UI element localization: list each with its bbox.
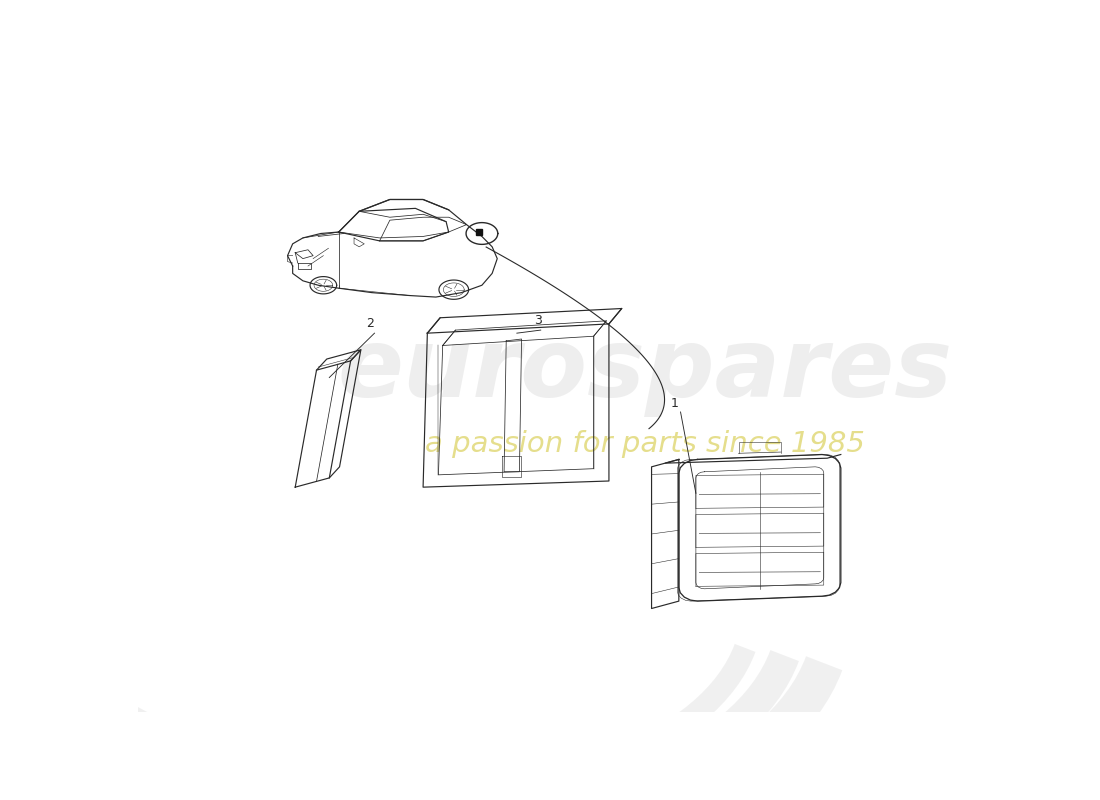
Text: 3: 3 [534,314,542,327]
Text: 1: 1 [670,397,679,410]
Text: 2: 2 [366,317,374,330]
Text: eurospares: eurospares [338,324,953,417]
Text: a passion for parts since 1985: a passion for parts since 1985 [425,430,865,458]
